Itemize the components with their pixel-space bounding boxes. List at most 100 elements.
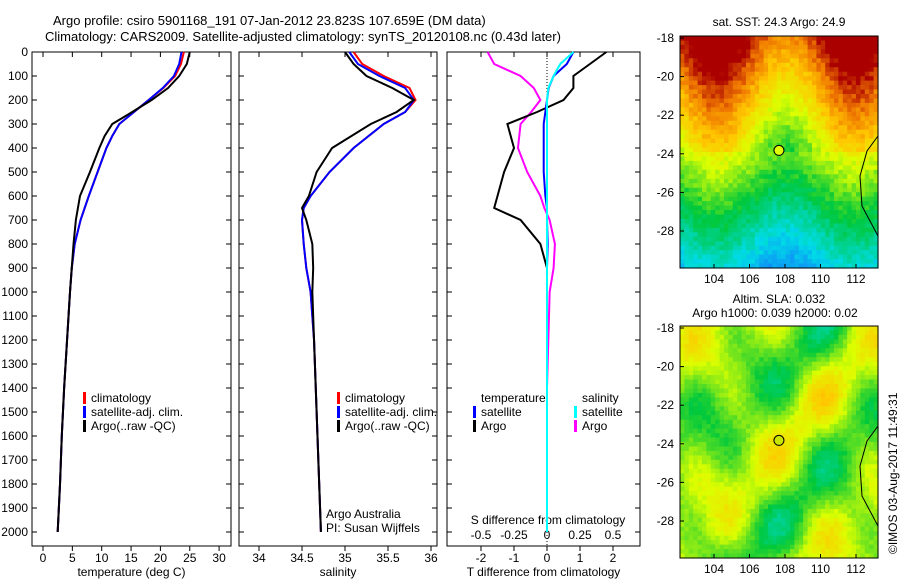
map-pixel: [728, 71, 734, 77]
map-pixel: [710, 437, 716, 443]
map-pixel: [750, 379, 756, 385]
map-pixel: [746, 531, 751, 537]
map-pixel: [790, 437, 795, 443]
map-pixel: [864, 477, 870, 483]
map-pixel: [746, 500, 751, 506]
map-pixel: [869, 357, 875, 363]
map-pixel: [772, 424, 778, 430]
map-pixel: [838, 174, 844, 180]
map-pixel: [847, 544, 853, 550]
map-pixel: [847, 192, 853, 198]
map-pixel: [807, 156, 813, 162]
map-pixel: [702, 535, 707, 541]
map-pixel: [807, 410, 813, 416]
map-pixel: [860, 201, 866, 207]
map-pixel: [724, 192, 729, 198]
map-pixel: [710, 540, 716, 546]
map-pixel: [693, 160, 699, 166]
map-pixel: [759, 76, 765, 82]
map-pixel: [754, 232, 760, 238]
map-pixel: [750, 169, 756, 175]
map-pixel: [732, 517, 738, 523]
map-pixel: [834, 36, 839, 42]
map-pixel: [873, 71, 879, 77]
map-pixel: [785, 138, 791, 144]
map-pixel: [790, 500, 795, 506]
map-pixel: [719, 147, 725, 153]
map-pixel: [869, 214, 875, 220]
map-pixel: [820, 192, 826, 198]
map-pixel: [860, 410, 866, 416]
map-pixel: [776, 107, 782, 113]
map-pixel: [724, 477, 729, 483]
map-pixel: [732, 76, 738, 82]
map-pixel: [807, 205, 813, 211]
map-pixel: [715, 85, 721, 91]
map-pixel: [693, 339, 699, 345]
map-pixel: [790, 384, 795, 390]
map-pixel: [680, 491, 685, 497]
map-pixel: [869, 98, 875, 104]
map-pixel: [724, 254, 729, 260]
map-pixel: [759, 419, 765, 425]
map-pixel: [759, 446, 765, 452]
map-pixel: [732, 236, 738, 242]
map-pixel: [719, 58, 725, 64]
map-pixel: [715, 62, 721, 68]
map-pixel: [737, 549, 743, 555]
map-pixel: [803, 223, 809, 229]
map-pixel: [860, 513, 866, 519]
map-pixel: [873, 183, 879, 189]
y-tick-label: 1000: [1, 285, 28, 299]
map-pixel: [803, 442, 809, 448]
map-pixel: [794, 517, 800, 523]
map-pixel: [812, 53, 817, 59]
map-pixel: [684, 187, 690, 193]
map-pixel: [829, 178, 835, 184]
map-pixel: [732, 513, 738, 519]
map-pixel: [781, 473, 787, 479]
map-pixel: [741, 348, 747, 354]
map-pixel: [737, 522, 743, 528]
map-pixel: [816, 134, 822, 140]
map-pixel: [794, 250, 800, 256]
map-pixel: [684, 549, 690, 555]
map-pixel: [842, 147, 848, 153]
map-pixel: [715, 160, 721, 166]
map-pixel: [856, 450, 861, 456]
map-pixel: [702, 424, 707, 430]
map-pixel: [851, 388, 857, 394]
map-pixel: [772, 120, 778, 126]
map-pixel: [785, 107, 791, 113]
map-pixel: [781, 183, 787, 189]
map-pixel: [697, 486, 703, 492]
map-pixel: [772, 116, 778, 122]
map-pixel: [794, 468, 800, 474]
map-pixel: [856, 254, 861, 260]
map-pixel: [829, 165, 835, 171]
map-pixel: [781, 116, 787, 122]
map-pixel: [847, 553, 853, 559]
map-pixel: [684, 102, 690, 108]
map-pixel: [798, 214, 804, 220]
map-pixel: [807, 210, 813, 216]
map-pixel: [785, 85, 791, 91]
map-pixel: [820, 433, 826, 439]
map-pixel: [842, 410, 848, 416]
map-pixel: [812, 160, 817, 166]
map-pixel: [847, 254, 853, 260]
map-pixel: [812, 437, 817, 443]
map-pixel: [719, 464, 725, 470]
map-pixel: [737, 40, 743, 46]
map-pixel: [759, 504, 765, 510]
map-pixel: [803, 553, 809, 559]
map-pixel: [688, 196, 694, 202]
map-pixel: [768, 535, 773, 541]
map-pixel: [803, 107, 809, 113]
map-pixel: [741, 517, 747, 523]
map-pixel: [785, 250, 791, 256]
map-pixel: [864, 214, 870, 220]
map-pixel: [873, 116, 879, 122]
map-pixel: [706, 143, 712, 149]
map-pixel: [781, 392, 787, 398]
